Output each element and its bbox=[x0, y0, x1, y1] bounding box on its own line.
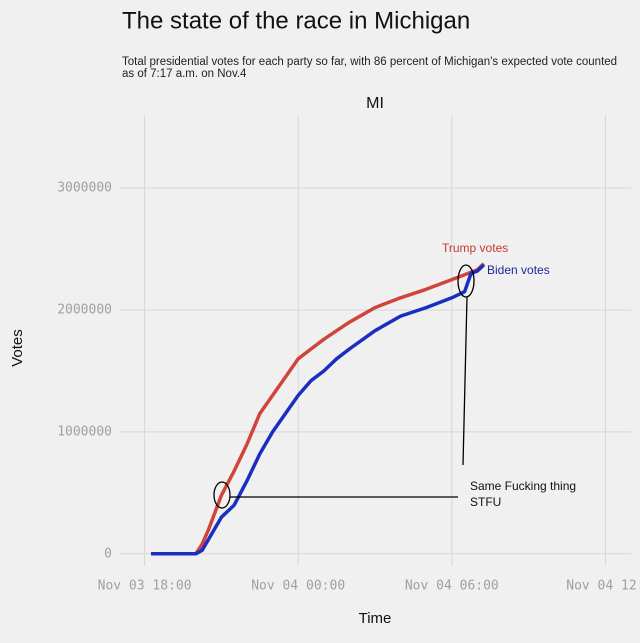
marks bbox=[151, 262, 486, 556]
x-tick-label: Nov 04 06:00 bbox=[405, 579, 499, 594]
series-line bbox=[151, 262, 486, 556]
x-tick-label: Nov 03 18:00 bbox=[98, 579, 192, 594]
series-label: Trump votes bbox=[442, 241, 508, 255]
x-tick-label: Nov 04 00:00 bbox=[251, 579, 345, 594]
x-axis-label: Time bbox=[359, 610, 392, 627]
series-line bbox=[151, 263, 486, 556]
annotation: STFU bbox=[470, 495, 501, 509]
facet-label: MI bbox=[366, 95, 384, 112]
grid: 0 1000000 2000000 3000000 Nov 03 18:00 Nov 04… bbox=[57, 115, 640, 594]
chart-subtitle: Total presidential votes for each party … bbox=[122, 56, 618, 80]
y-axis-label: Votes bbox=[9, 329, 26, 367]
annotation: Same Fucking thing bbox=[470, 479, 576, 493]
annotation-line bbox=[462, 296, 468, 466]
highlight-ellipse bbox=[457, 264, 475, 298]
chart-title: The state of the race in Michigan bbox=[122, 7, 470, 34]
series-label: Biden votes bbox=[487, 263, 550, 277]
highlight-ellipse bbox=[213, 481, 231, 509]
x-tick-label: Nov 04 12: bbox=[566, 579, 640, 594]
y-tick-label: 2000000 bbox=[57, 303, 112, 318]
y-tick-label: 3000000 bbox=[57, 181, 112, 196]
y-tick-label: 0 bbox=[104, 546, 112, 561]
y-tick-label: 1000000 bbox=[57, 424, 112, 439]
